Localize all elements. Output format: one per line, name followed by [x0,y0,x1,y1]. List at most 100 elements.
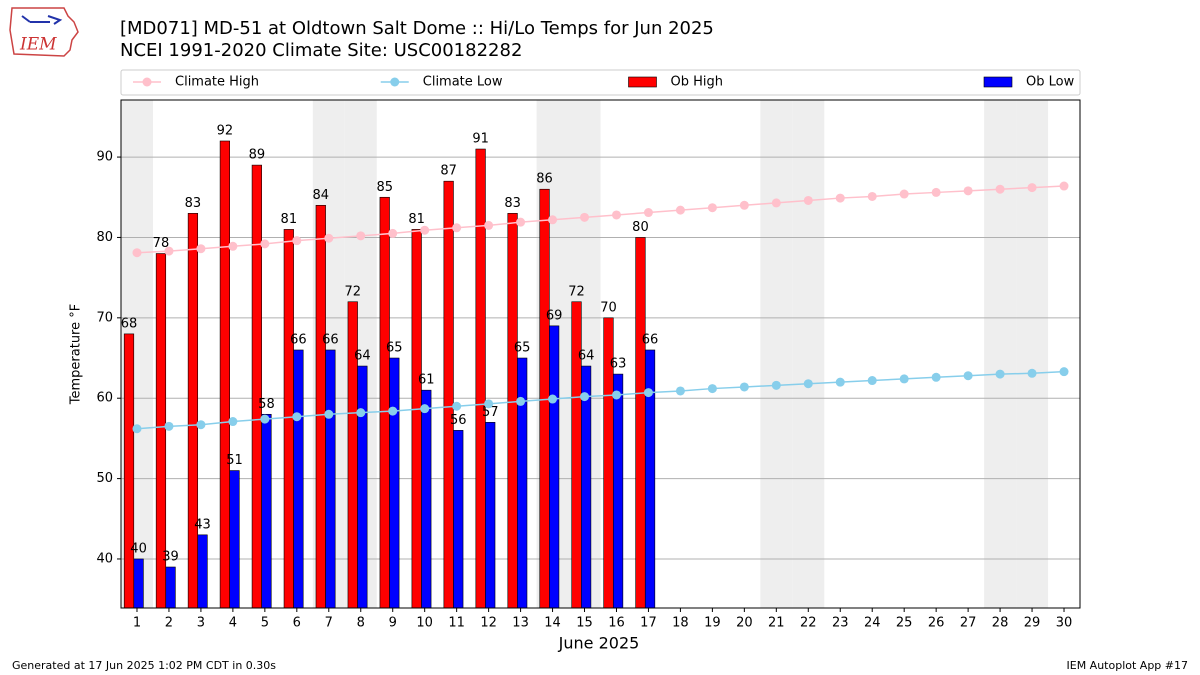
bar [357,365,368,609]
x-tick-label: 23 [832,616,849,631]
line [136,185,1065,254]
point [452,401,462,411]
data-label: 43 [194,517,211,532]
point [899,374,909,384]
bar [612,373,624,609]
point [516,217,526,227]
bar [453,430,464,609]
point [324,409,334,419]
data-label: 66 [322,332,339,347]
point [675,386,685,396]
weekend-band [792,100,825,608]
legend-swatch [142,77,152,87]
legend-box [120,69,1081,96]
point [707,203,717,213]
point [963,371,973,381]
point [132,424,142,434]
data-label: 81 [408,212,425,227]
bar [261,413,272,609]
point [899,189,909,199]
data-label: 64 [578,349,595,364]
x-tick-label: 10 [416,616,433,631]
bar [133,558,144,609]
bar [283,229,294,609]
data-label: 57 [482,405,499,420]
data-label: 92 [217,123,234,138]
point [356,408,366,418]
legend-swatch [390,77,400,87]
chart-subtitle: NCEI 1991-2020 Climate Site: USC00182282 [120,40,522,61]
x-tick-label: 5 [261,616,269,631]
data-label: 58 [258,397,275,412]
x-tick-label: 29 [1024,616,1041,631]
footer-left: Generated at 17 Jun 2025 1:02 PM CDT in … [12,659,276,672]
y-tick-label: 70 [96,310,113,325]
data-label: 39 [162,550,179,565]
x-tick-label: 1 [133,616,141,631]
point [164,421,174,431]
x-tick-label: 16 [608,616,625,631]
bar [635,237,646,609]
x-tick-label: 11 [448,616,465,631]
bar [197,534,208,609]
point [580,392,590,402]
chart-title: [MD071] MD-51 at Oldtown Salt Dome :: Hi… [120,18,714,39]
point [388,228,398,238]
y-tick-label: 60 [96,391,113,406]
legend-label: Climate High [175,75,259,90]
bar [219,140,230,609]
data-label: 72 [344,284,361,299]
x-tick-label: 19 [704,616,721,631]
data-label: 66 [642,332,659,347]
x-tick-label: 3 [197,616,205,631]
weekend-band [984,100,1017,608]
bar [315,204,326,609]
data-label: 65 [514,341,531,356]
x-tick-label: 17 [640,616,657,631]
x-tick-label: 27 [960,616,977,631]
point [771,380,781,390]
point [643,388,653,398]
legend-label: Ob Low [1026,75,1075,90]
bar [517,357,528,609]
x-tick-label: 15 [576,616,593,631]
point [196,420,206,430]
point [739,382,749,392]
bar [165,566,176,609]
data-label: 78 [153,236,170,251]
legend-label: Climate Low [423,75,503,90]
bar [389,357,400,609]
x-tick-label: 22 [800,616,817,631]
y-tick-label: 80 [96,230,113,245]
point [420,225,430,235]
data-label: 87 [440,164,457,179]
legend-label: Ob High [671,75,724,90]
point [484,220,494,230]
data-label: 63 [610,357,627,372]
x-axis-label: June 2025 [558,634,640,653]
bar [507,213,518,609]
y-tick-label: 40 [96,551,113,566]
point [132,248,142,258]
point [516,396,526,406]
point [260,239,270,249]
point [260,414,270,424]
data-label: 68 [121,316,138,331]
logo-outline [9,7,79,57]
point [771,198,781,208]
bar [293,349,304,609]
point [803,195,813,205]
point [611,210,621,220]
y-axis-label: Temperature °F [69,304,84,405]
data-label: 86 [536,172,553,187]
x-tick-label: 21 [768,616,785,631]
point [931,187,941,197]
footer-right: IEM Autoplot App #17 [1067,659,1189,672]
x-tick-label: 2 [165,616,173,631]
weekend-band [1016,100,1049,608]
x-tick-label: 24 [864,616,881,631]
point [548,215,558,225]
point [292,236,302,246]
bar [379,196,390,609]
x-tick-label: 26 [928,616,945,631]
